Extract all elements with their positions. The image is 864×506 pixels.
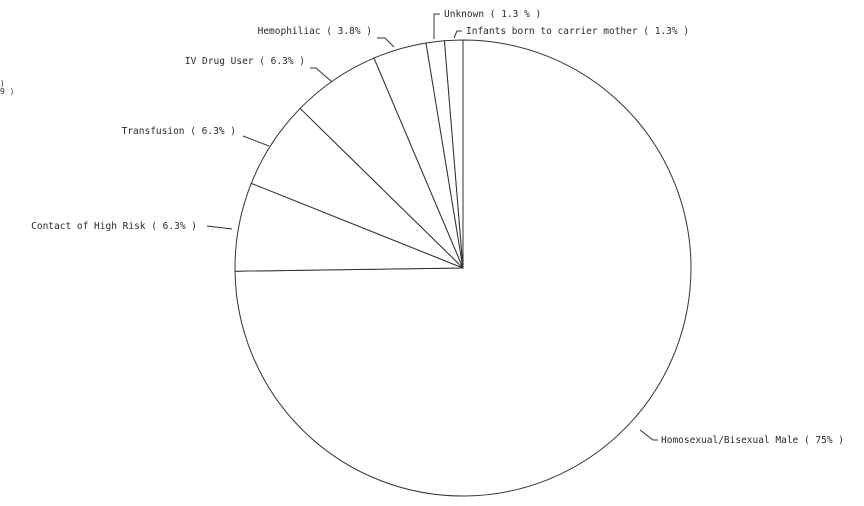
slice-label: Homosexual/Bisexual Male ( 75% ) bbox=[661, 435, 844, 446]
leader-line bbox=[453, 30, 462, 39]
slice-label: Transfusion ( 6.3% ) bbox=[122, 126, 236, 137]
leader-line bbox=[310, 67, 333, 83]
leader-line bbox=[433, 13, 440, 39]
leader-line bbox=[242, 135, 270, 147]
pie-slice-infants-born-to-carrier-mother bbox=[443, 39, 464, 269]
cropped-legend-fragment: ) 9 ) bbox=[0, 79, 15, 96]
slice-label: IV Drug User ( 6.3% ) bbox=[185, 56, 305, 67]
leader-line bbox=[206, 225, 233, 230]
pie-slice-homosexual-bisexual-male bbox=[234, 39, 692, 497]
leader-line bbox=[639, 429, 658, 441]
slice-label: Unknown ( 1.3 % ) bbox=[444, 9, 541, 20]
slice-label: Contact of High Risk ( 6.3% ) bbox=[31, 221, 197, 232]
slice-label: Infants born to carrier mother ( 1.3% ) bbox=[466, 26, 689, 37]
slice-label: Hemophiliac ( 3.8% ) bbox=[258, 26, 372, 37]
leader-line bbox=[377, 37, 395, 48]
